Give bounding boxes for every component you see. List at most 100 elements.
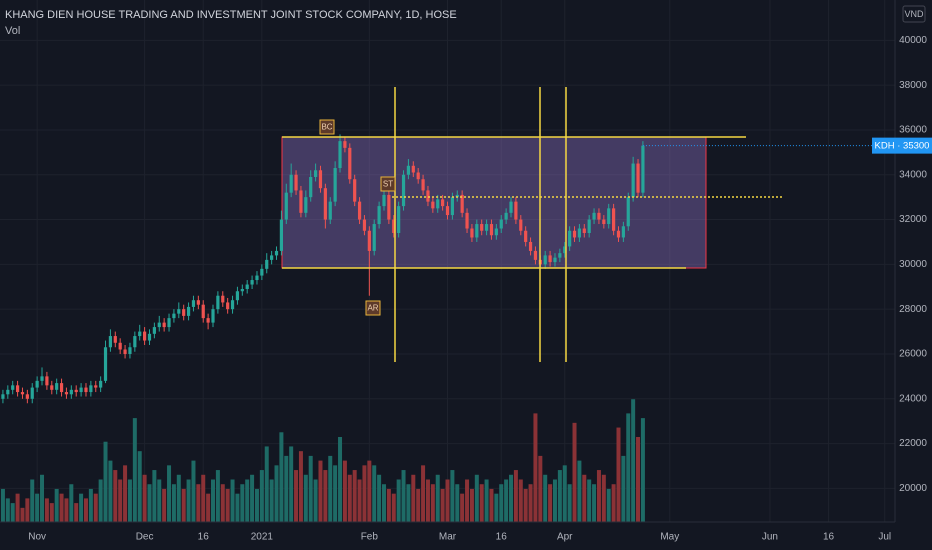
candle-body xyxy=(626,197,630,227)
annotation: AR xyxy=(367,304,378,313)
price-tag xyxy=(872,137,932,154)
volume-bar xyxy=(240,484,245,522)
volume-bar xyxy=(381,484,386,522)
volume-bar xyxy=(152,470,157,522)
volume-bar xyxy=(440,488,445,522)
candle-body xyxy=(45,376,49,386)
volume-bar xyxy=(582,474,587,522)
volume-bar xyxy=(157,479,162,522)
candle-body xyxy=(616,230,621,238)
candle-body xyxy=(270,255,274,260)
candle-body xyxy=(441,199,445,207)
candle-body xyxy=(631,163,635,198)
candle-body xyxy=(377,206,381,225)
volume-bar xyxy=(396,479,401,522)
candle-body xyxy=(313,170,318,177)
candle-body xyxy=(99,380,103,388)
candle-body xyxy=(108,336,113,348)
candle-body xyxy=(514,201,518,220)
candle-body xyxy=(25,394,29,399)
candle-body xyxy=(333,168,337,202)
volume-bar xyxy=(201,474,206,522)
y-tick-label: 38000 xyxy=(899,80,927,91)
candle-body xyxy=(480,224,484,231)
candle-body xyxy=(260,268,264,276)
candle-body xyxy=(499,219,503,229)
volume-bar xyxy=(88,488,93,522)
candle-body xyxy=(55,383,59,390)
candle-body xyxy=(323,188,327,220)
volume-bar xyxy=(108,460,113,522)
y-tick-label: 22000 xyxy=(899,438,927,449)
volume-bar xyxy=(489,488,494,522)
volume-bar xyxy=(455,484,460,522)
candle-body xyxy=(284,192,288,220)
candle-body xyxy=(162,322,166,328)
candle-body xyxy=(509,201,513,213)
x-tick-label: Nov xyxy=(28,532,46,543)
candle-body xyxy=(353,179,357,202)
volume-bar xyxy=(577,460,582,522)
volume-bar xyxy=(636,437,641,522)
candle-body xyxy=(328,201,332,220)
candle-body xyxy=(118,342,122,350)
annotation-box xyxy=(380,176,396,192)
candle-body xyxy=(74,389,78,393)
candle-body xyxy=(255,275,259,281)
candle-body xyxy=(348,147,352,180)
candle-body xyxy=(519,219,523,231)
volume-bar xyxy=(367,460,372,522)
volume-bar xyxy=(83,498,88,522)
candle-body xyxy=(484,224,489,231)
volume-bar xyxy=(49,503,54,522)
candle-body xyxy=(294,174,298,191)
x-tick-label: Mar xyxy=(439,532,457,543)
volume-bar xyxy=(167,465,172,522)
candle-body xyxy=(182,309,186,316)
candle-body xyxy=(59,383,64,393)
y-tick-label: 26000 xyxy=(899,349,927,360)
candle-body xyxy=(128,347,132,354)
candle-body xyxy=(79,387,83,393)
candle-body xyxy=(387,194,391,220)
candle-body xyxy=(592,212,596,220)
x-tick-label: 16 xyxy=(496,532,508,543)
volume-bar xyxy=(215,470,220,522)
candle-body xyxy=(612,208,616,231)
x-tick-label: Jun xyxy=(762,532,778,543)
volume-bar xyxy=(499,484,504,522)
candle-body xyxy=(89,385,93,393)
candle-body xyxy=(172,313,176,319)
volume-bar xyxy=(113,470,118,522)
volume-bar xyxy=(587,479,592,522)
volume-bar xyxy=(69,484,74,522)
volume-bar xyxy=(279,432,284,522)
candle-body xyxy=(587,219,591,233)
x-tick-label: Jul xyxy=(878,532,891,543)
volume-bar xyxy=(523,488,528,522)
candle-body xyxy=(641,145,645,193)
volume-bar xyxy=(338,437,343,522)
candle-body xyxy=(265,259,269,269)
chart-title: KHANG DIEN HOUSE TRADING AND INVESTMENT … xyxy=(5,9,457,21)
candle-body xyxy=(221,295,225,303)
volume-bar xyxy=(567,484,572,522)
price-tag-label: KDH · 35300 xyxy=(875,141,930,152)
volume-bar xyxy=(264,446,269,522)
volume-bar xyxy=(509,474,514,522)
candle-body xyxy=(343,141,347,148)
x-tick-label: 16 xyxy=(198,532,210,543)
currency: VND xyxy=(904,9,924,19)
candle-body xyxy=(465,212,469,229)
candle-body xyxy=(338,141,342,169)
volume-bar xyxy=(10,503,15,522)
volume-bar xyxy=(557,470,562,522)
candle-body xyxy=(392,219,396,233)
volume-bar xyxy=(391,493,396,522)
candle-body xyxy=(64,392,69,395)
candle-body xyxy=(84,387,88,393)
candle-body xyxy=(15,385,20,393)
candle-body xyxy=(489,224,494,236)
y-tick-label: 32000 xyxy=(899,214,927,225)
